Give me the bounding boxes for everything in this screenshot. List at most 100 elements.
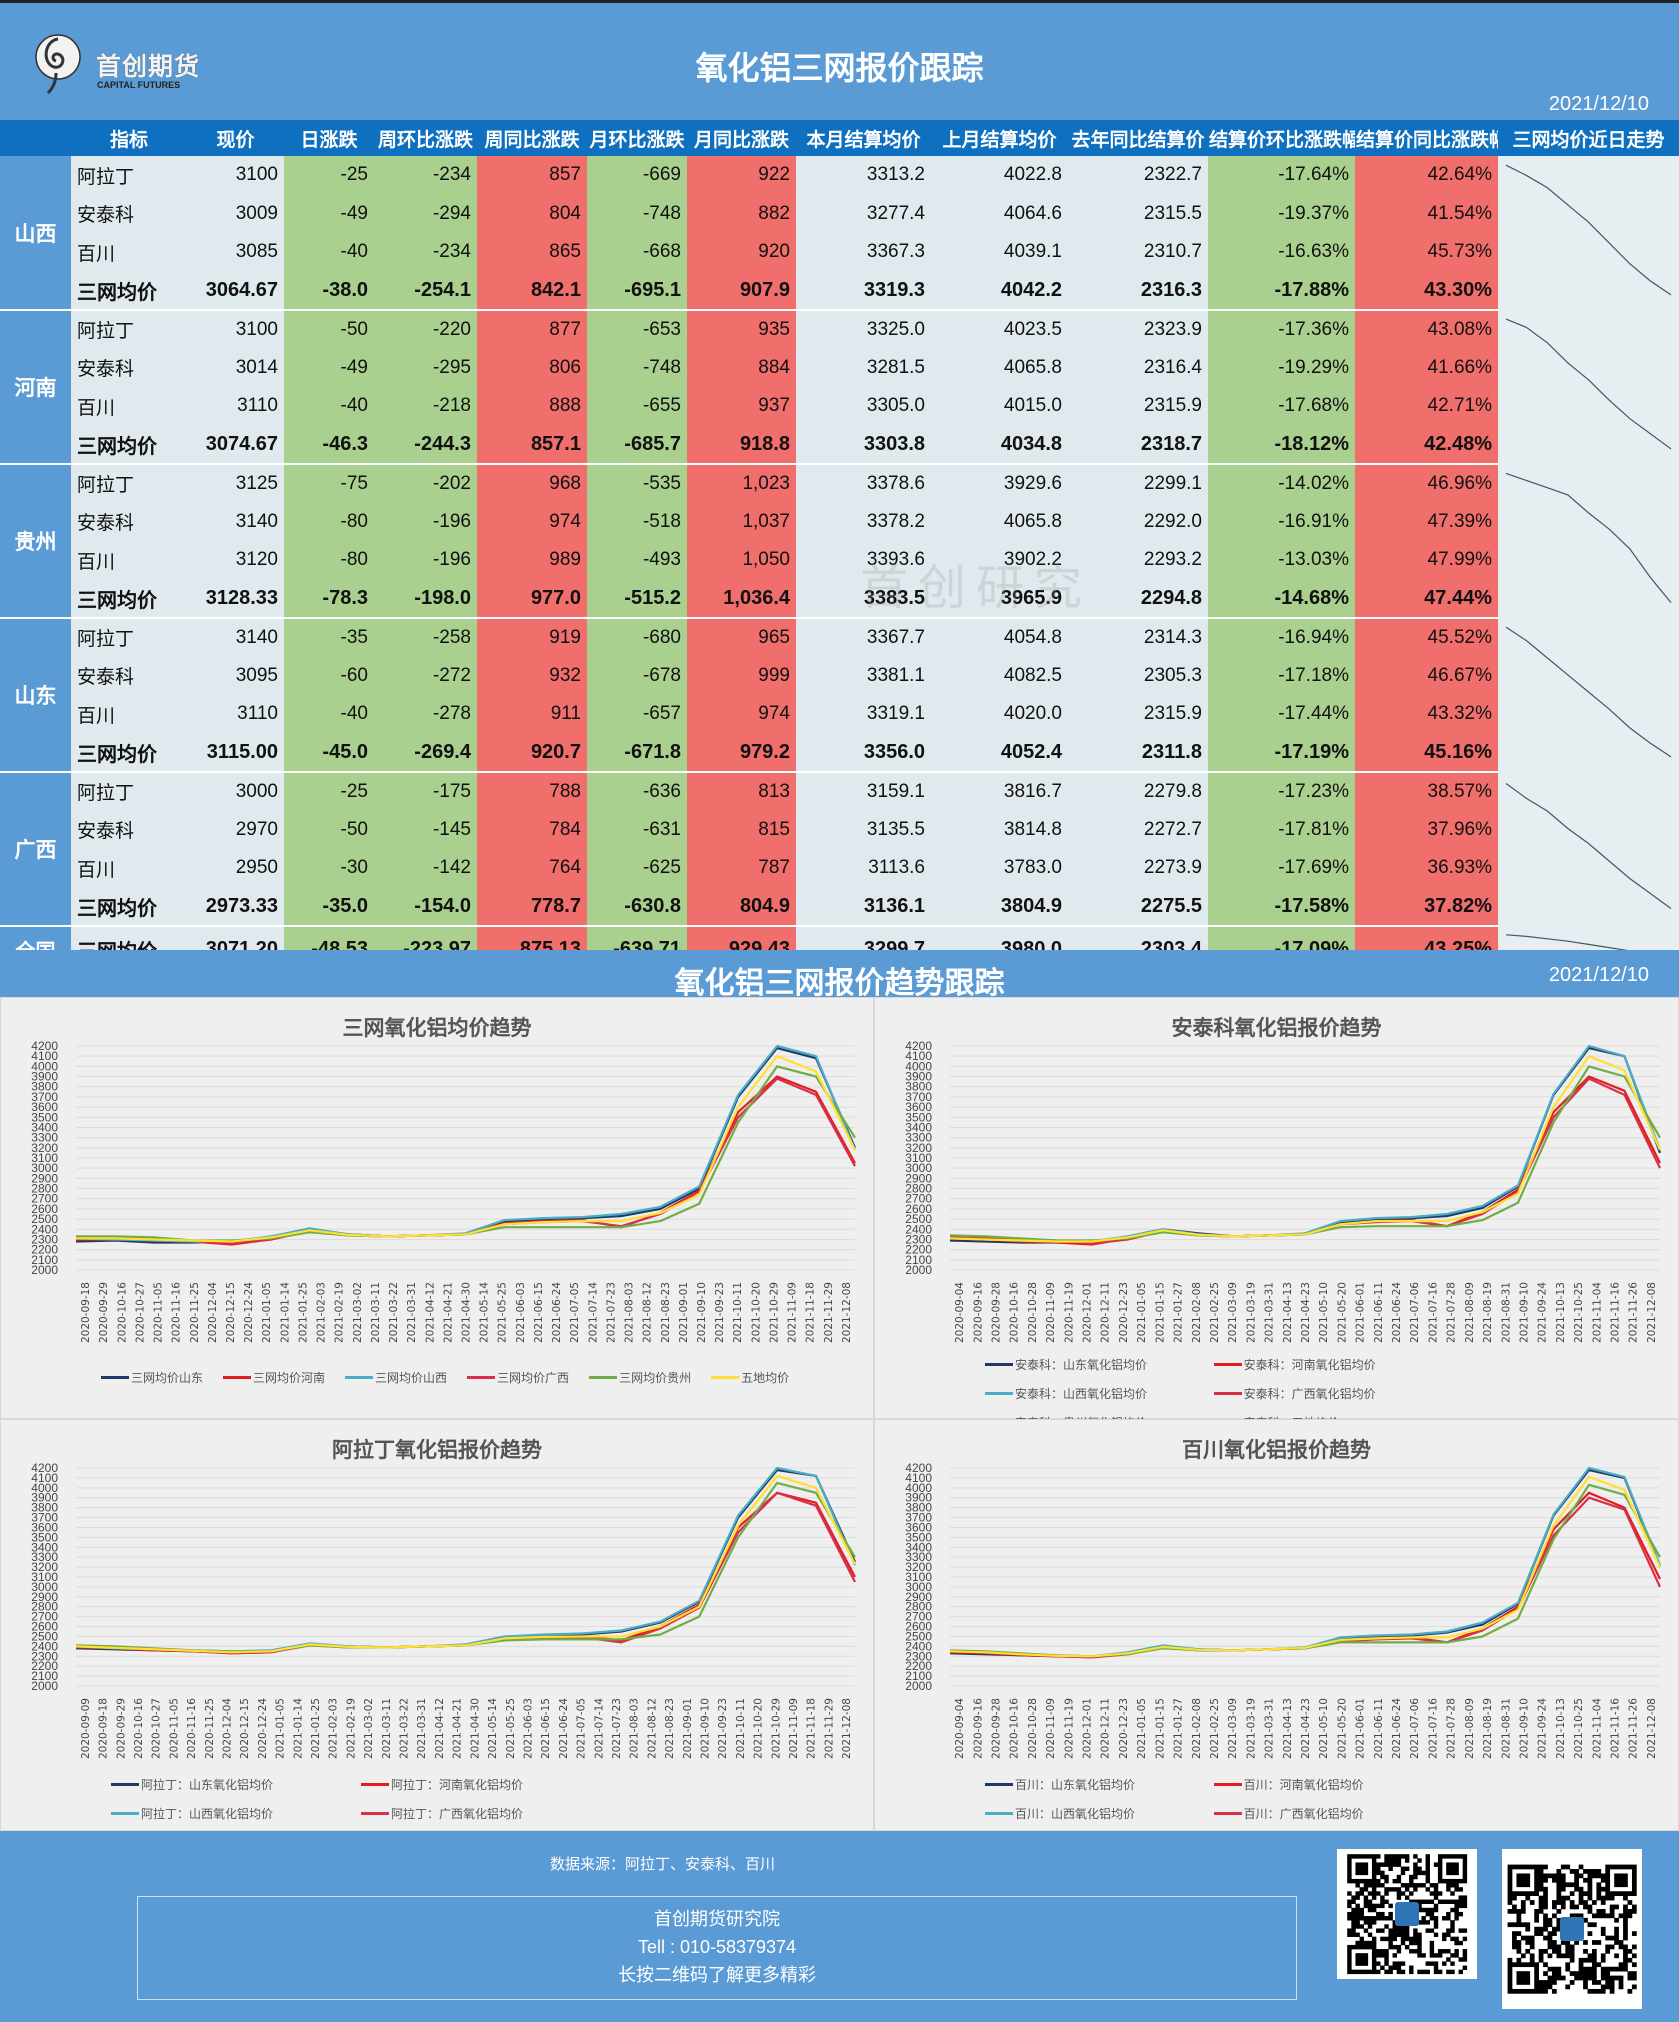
qr-module bbox=[1574, 1877, 1579, 1883]
trend-section-band: 氧化铝三网报价趋势跟踪 2021/12/10 bbox=[0, 950, 1679, 1000]
x-tick-label: 2021-02-19 bbox=[345, 1698, 357, 1759]
y-tick-label: 3500 bbox=[905, 1110, 932, 1124]
y-tick-label: 3700 bbox=[905, 1511, 932, 1525]
legend-label: 阿拉丁：河南氧化铝均价 bbox=[391, 1778, 524, 1792]
table-cell: -198.0 bbox=[374, 579, 477, 619]
y-tick-label: 2400 bbox=[905, 1222, 932, 1236]
legend-item: 安泰科：山西氧化铝均价 bbox=[985, 1385, 1194, 1402]
y-tick-label: 3100 bbox=[905, 1570, 932, 1584]
y-tick-label: 2700 bbox=[31, 1192, 58, 1206]
qr-code-icon[interactable] bbox=[1337, 1849, 1477, 1979]
sparkline-chart bbox=[1505, 164, 1672, 296]
x-tick-label: 2020-10-27 bbox=[134, 1282, 146, 1343]
qr-module bbox=[1376, 1883, 1381, 1888]
region-label: 广西 bbox=[0, 772, 71, 927]
qr-module bbox=[1574, 1869, 1579, 1874]
table-cell: -145 bbox=[374, 810, 477, 849]
qr-module bbox=[1538, 1931, 1544, 1936]
qr-module bbox=[1525, 1864, 1531, 1870]
qr-module bbox=[1534, 1864, 1539, 1870]
table-cell: 4054.8 bbox=[931, 618, 1068, 657]
qr-module bbox=[1409, 1874, 1414, 1880]
qr-module bbox=[1623, 1917, 1628, 1923]
qr-code-icon[interactable] bbox=[1502, 1849, 1642, 2009]
qr-module bbox=[1388, 1916, 1393, 1921]
y-tick-label: 4000 bbox=[905, 1481, 932, 1495]
qr-module bbox=[1442, 1899, 1447, 1904]
table-row: 百川 3110 -40 -218 888 -655 937 3305.0 4015.0 2315.… bbox=[0, 387, 1679, 426]
qr-module bbox=[1560, 1864, 1566, 1870]
y-tick-label: 3300 bbox=[905, 1131, 932, 1145]
qr-module bbox=[1363, 1969, 1369, 1975]
table-cell: -19.37% bbox=[1208, 194, 1355, 233]
x-tick-label: 2021-11-09 bbox=[788, 1698, 800, 1759]
x-tick-label: 2021-06-24 bbox=[558, 1698, 570, 1759]
qr-module bbox=[1437, 1854, 1443, 1859]
x-tick-label: 2020-09-18 bbox=[80, 1282, 92, 1343]
qr-module bbox=[1596, 1882, 1602, 1888]
table-cell: 989 bbox=[477, 541, 587, 580]
qr-module bbox=[1618, 1966, 1624, 1972]
table-cell: -16.63% bbox=[1208, 233, 1355, 272]
qr-module bbox=[1450, 1907, 1455, 1913]
x-tick-label: 2021-06-24 bbox=[551, 1282, 563, 1343]
qr-module bbox=[1623, 1962, 1628, 1968]
qr-module bbox=[1359, 1907, 1364, 1913]
table-cell: 3356.0 bbox=[796, 733, 931, 773]
qr-module bbox=[1609, 1988, 1615, 1994]
qr-module bbox=[1458, 1957, 1463, 1962]
qr-module bbox=[1371, 1916, 1377, 1921]
qr-module bbox=[1429, 1891, 1435, 1896]
qr-module bbox=[1538, 1882, 1544, 1888]
table-cell: -202 bbox=[374, 464, 477, 503]
qr-module bbox=[1569, 1971, 1575, 1976]
x-tick-label: 2021-02-03 bbox=[328, 1698, 340, 1759]
qr-module bbox=[1347, 1903, 1352, 1909]
qr-module bbox=[1384, 1891, 1389, 1896]
y-tick-label: 2900 bbox=[905, 1171, 932, 1185]
qr-module bbox=[1569, 1891, 1575, 1896]
x-tick-label: 2021-03-11 bbox=[370, 1282, 382, 1343]
table-cell: 857 bbox=[477, 156, 587, 195]
qr-module bbox=[1454, 1916, 1459, 1921]
qr-module bbox=[1442, 1961, 1447, 1966]
qr-module bbox=[1565, 1944, 1571, 1950]
x-tick-label: 2021-08-19 bbox=[1482, 1282, 1494, 1343]
qr-module bbox=[1367, 1891, 1373, 1896]
qr-module bbox=[1600, 1909, 1606, 1914]
x-tick-label: 2021-12-08 bbox=[1646, 1282, 1658, 1343]
qr-module bbox=[1565, 1966, 1571, 1972]
column-header: 日涨跌 bbox=[284, 120, 374, 156]
qr-module bbox=[1363, 1895, 1369, 1900]
qr-module bbox=[1516, 1988, 1522, 1994]
qr-module bbox=[1421, 1899, 1426, 1904]
series-line bbox=[949, 1483, 1661, 1658]
series-line bbox=[75, 1046, 857, 1244]
qr-module bbox=[1569, 1944, 1575, 1950]
x-tick-label: 2021-10-25 bbox=[1573, 1698, 1585, 1759]
legend-item: 安泰科：山东氧化铝均价 bbox=[985, 1356, 1194, 1373]
qr-module bbox=[1556, 1891, 1562, 1896]
x-tick-label: 2020-10-16 bbox=[133, 1698, 145, 1759]
qr-module bbox=[1347, 1866, 1352, 1871]
qr-module bbox=[1454, 1953, 1459, 1958]
qr-module bbox=[1565, 1882, 1571, 1888]
table-cell: -40 bbox=[284, 695, 374, 734]
qr-module bbox=[1512, 1895, 1517, 1901]
table-cell: 3128.33 bbox=[187, 579, 284, 619]
qr-module bbox=[1450, 1891, 1455, 1896]
x-tick-label: 2021-03-11 bbox=[381, 1698, 393, 1759]
qr-module bbox=[1623, 1904, 1628, 1910]
qr-module bbox=[1538, 1873, 1544, 1879]
y-tick-label: 2100 bbox=[905, 1669, 932, 1683]
qr-module bbox=[1623, 1953, 1628, 1959]
qr-module bbox=[1347, 1870, 1352, 1876]
qr-module bbox=[1396, 1928, 1402, 1933]
column-header: 本月结算均价 bbox=[796, 120, 931, 156]
qr-module bbox=[1347, 1899, 1352, 1904]
row-label: 阿拉丁 bbox=[71, 464, 187, 503]
y-tick-label: 2600 bbox=[905, 1202, 932, 1216]
qr-module bbox=[1392, 1961, 1397, 1966]
qr-module bbox=[1450, 1862, 1455, 1867]
table-cell: 974 bbox=[477, 502, 587, 541]
